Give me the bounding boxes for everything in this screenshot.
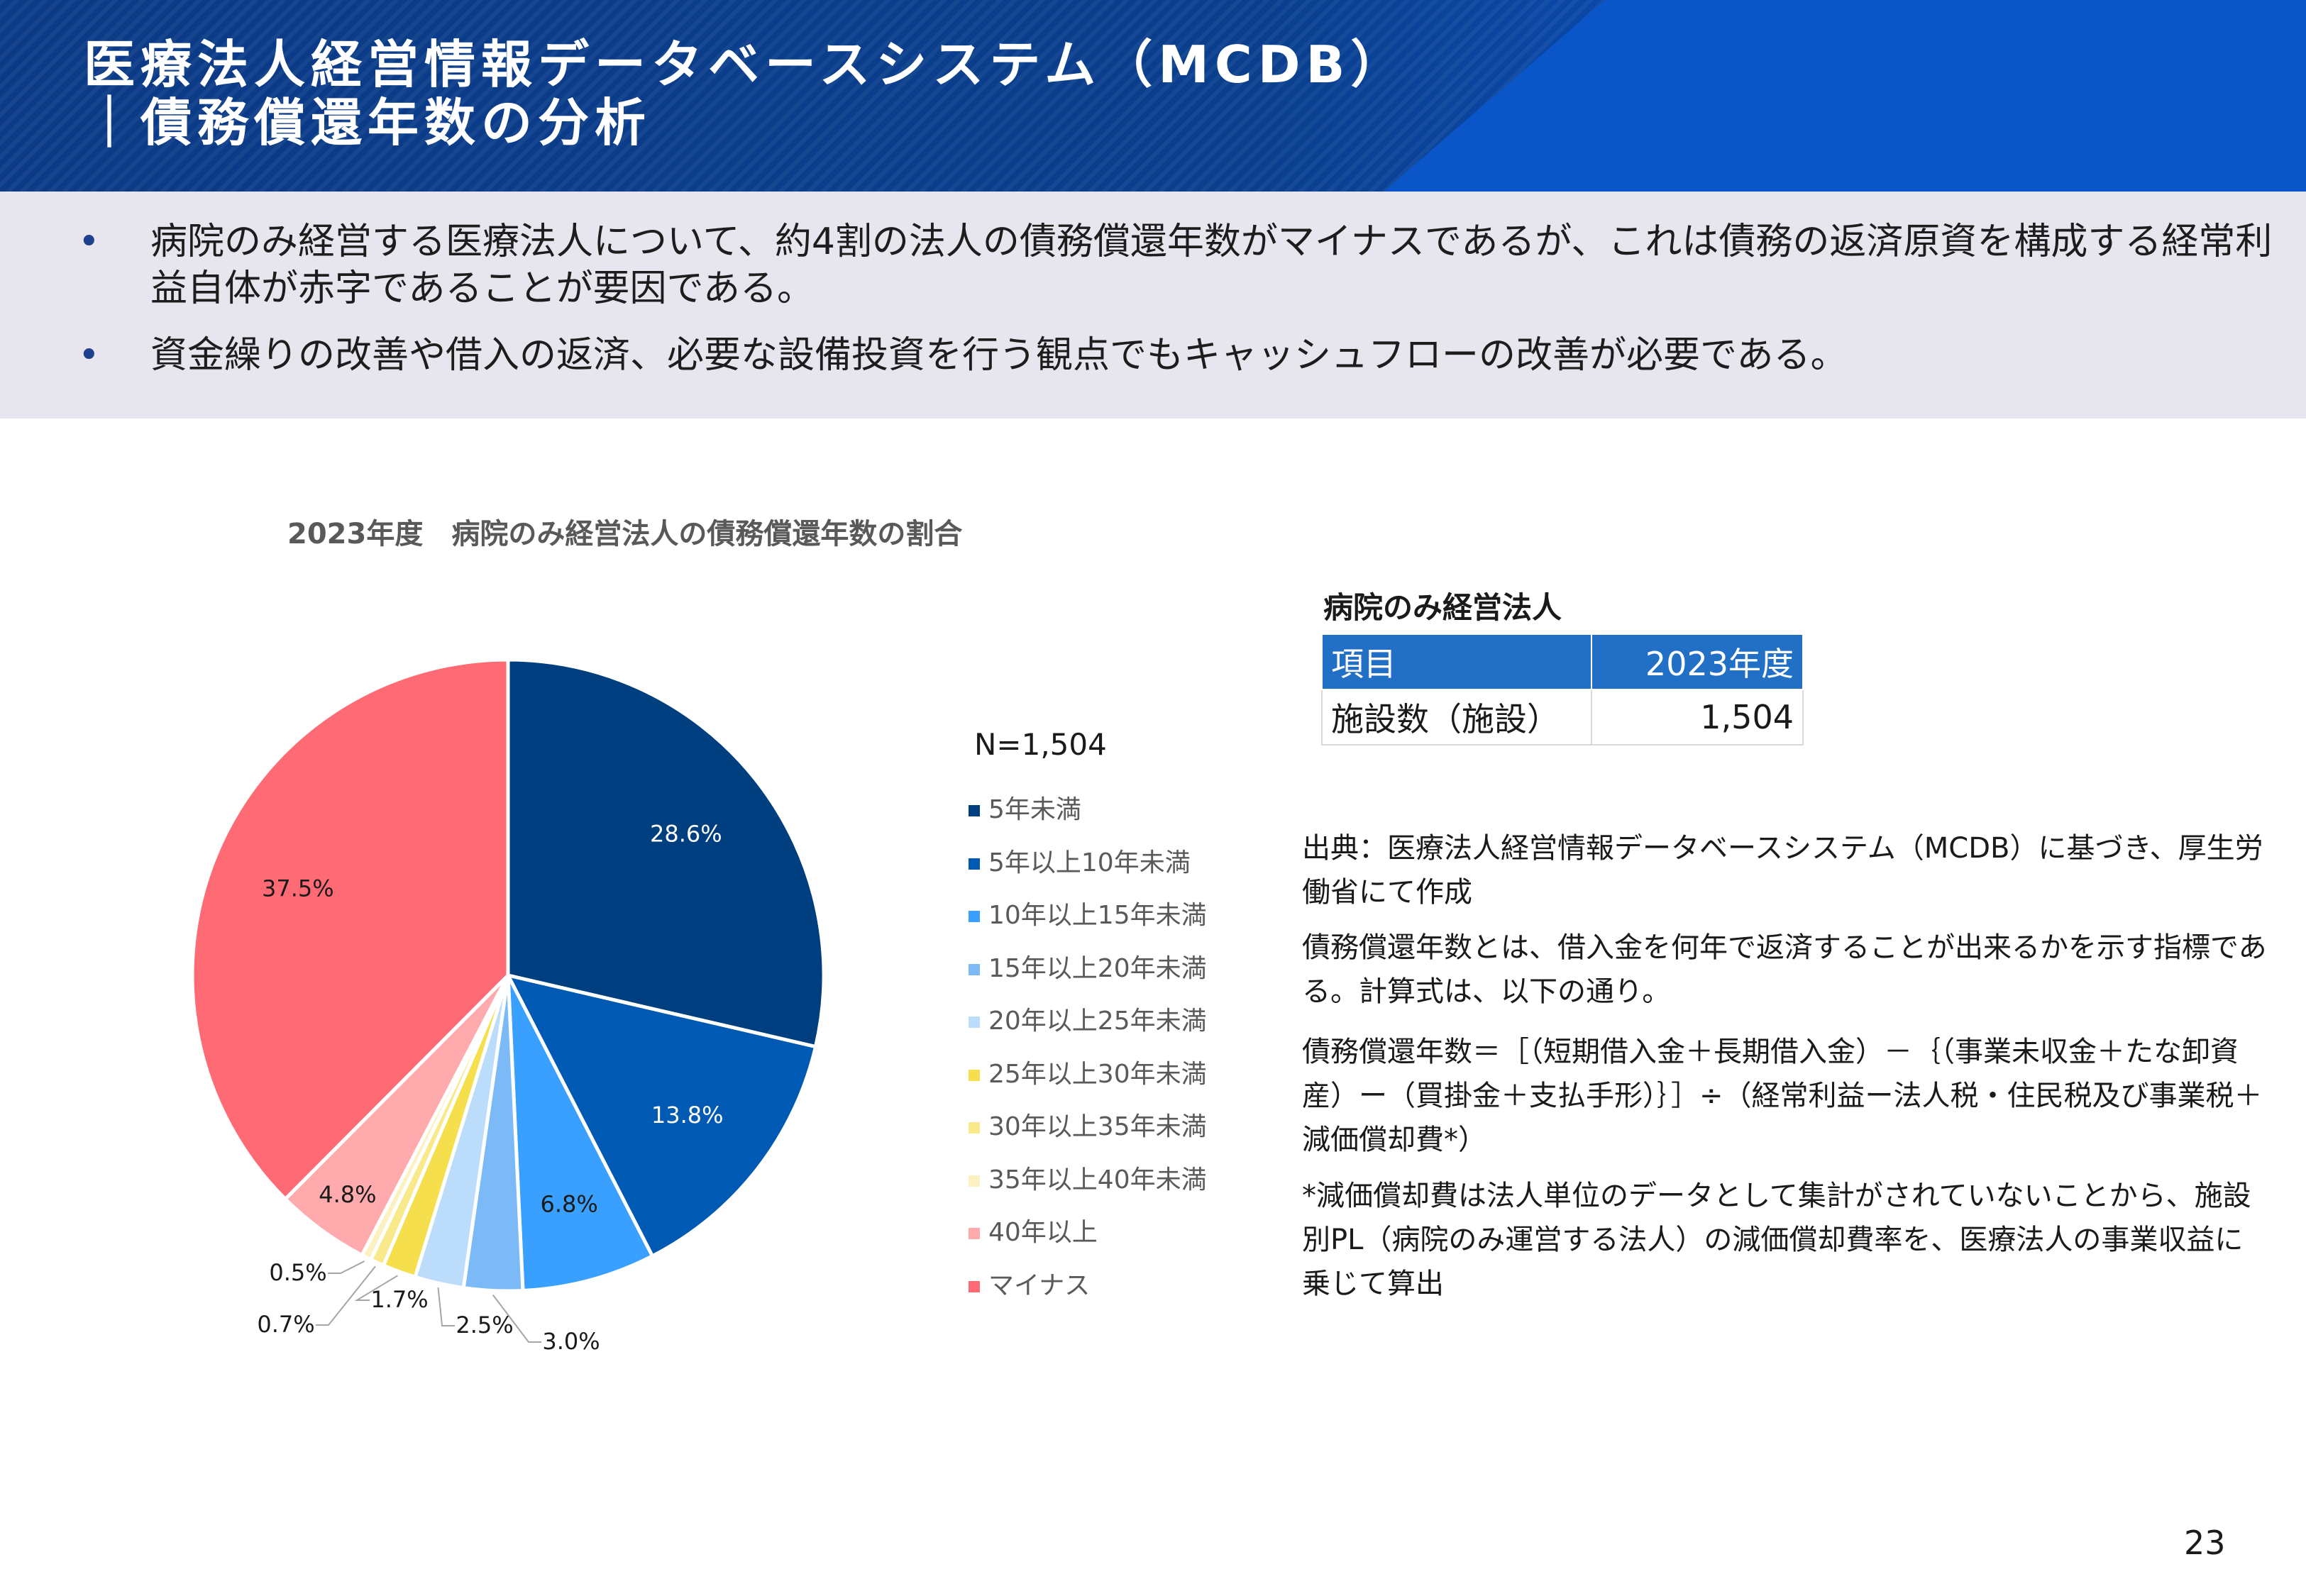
legend-label: マイナス — [988, 1270, 1091, 1300]
legend-item: 20年以上25年未満 — [969, 1000, 1207, 1037]
legend-label: 10年以上15年未満 — [988, 901, 1207, 930]
table-caption: 病院のみ経営法人 — [1323, 590, 1562, 625]
legend-label: 25年以上30年未満 — [988, 1059, 1207, 1089]
pie-data-label: 3.0% — [542, 1328, 600, 1355]
legend-swatch — [969, 858, 980, 870]
pie-slice — [504, 972, 818, 1259]
table-cell-value: 1,504 — [1591, 689, 1804, 746]
pie-slice — [190, 658, 510, 1202]
legend-item: 30年以上35年未満 — [969, 1106, 1207, 1143]
pie-data-label: 1.7% — [370, 1286, 428, 1313]
legend-item: 5年未満 — [969, 789, 1081, 826]
sample-size-label: N=1,504 — [974, 727, 1107, 762]
pie-data-label: 0.7% — [257, 1311, 314, 1338]
legend-swatch — [969, 1175, 980, 1187]
pie-data-label: 28.6% — [650, 821, 722, 848]
pie-slice — [506, 658, 826, 1049]
legend-item: マイナス — [969, 1265, 1090, 1302]
legend-item: 40年以上 — [969, 1212, 1098, 1248]
legend-item: 35年以上40年未満 — [969, 1159, 1207, 1196]
legend-swatch — [969, 805, 980, 816]
pie-chart: 28.6% 13.8% 6.8% 3.0% 2.5% 1.7% 0.7% 0.5% 4.8% 37… — [190, 658, 826, 1355]
legend-swatch — [969, 1016, 980, 1028]
legend-label: 20年以上25年未満 — [988, 1007, 1207, 1036]
table-header-year: 2023年度 — [1591, 633, 1804, 690]
page-title-line1: 医療法人経営情報データベースシステム（MCDB） — [84, 35, 1408, 94]
pie-leader-line — [437, 1287, 455, 1326]
pie-data-label: 0.5% — [269, 1259, 326, 1286]
pie-leader-line — [328, 1260, 365, 1274]
legend-label: 5年未満 — [988, 795, 1081, 824]
chart-title: 2023年度 病院のみ経営法人の債務償還年数の割合 — [287, 518, 963, 550]
legend-swatch — [969, 1280, 980, 1292]
pie-data-label: 13.8% — [651, 1102, 724, 1129]
legend-label: 15年以上20年未満 — [988, 953, 1207, 983]
legend-label: 35年以上40年未満 — [988, 1165, 1207, 1195]
legend-label: 5年以上10年未満 — [988, 848, 1191, 877]
page-title: 医療法人経営情報データベースシステム（MCDB） ｜債務償還年数の分析 — [84, 35, 1407, 152]
pie-leader-line — [354, 1275, 398, 1301]
pie-leader-line — [492, 1294, 541, 1343]
bullet-marker: • — [78, 334, 100, 377]
pie-leader-line — [316, 1265, 376, 1326]
page-number: 23 — [2184, 1524, 2226, 1562]
table-header-row: 項目 2023年度 — [1321, 633, 1804, 690]
pie-data-label: 4.8% — [319, 1181, 376, 1208]
legend-swatch — [969, 1069, 980, 1081]
pie-data-label: 2.5% — [456, 1312, 513, 1339]
legend-swatch — [969, 963, 980, 975]
legend-swatch — [969, 1122, 980, 1134]
pie-data-label: 37.5% — [262, 875, 334, 902]
definition-note: 債務償還年数とは、借入金を何年で返済することが出来るかを示す指標である。計算式は… — [1302, 931, 2267, 1008]
table-cell-label: 施設数（施設） — [1321, 689, 1592, 746]
formula-note: 債務償還年数＝［（短期借入金＋長期借入金）－｛（事業未収金＋たな卸資産）ー（買掛… — [1302, 1036, 2263, 1156]
footnote: *減価償却費は法人単位のデータとして集計がされていないことから、施設別PL（病院… — [1302, 1180, 2251, 1300]
legend-swatch — [969, 1228, 980, 1239]
header-banner: 医療法人経営情報データベースシステム（MCDB） ｜債務償還年数の分析 — [0, 0, 2306, 192]
legend-item: 15年以上20年未満 — [969, 948, 1207, 985]
legend-label: 40年以上 — [988, 1218, 1098, 1247]
page-title-line2: ｜債務償還年数の分析 — [84, 93, 652, 153]
legend-item: 5年以上10年未満 — [969, 842, 1191, 879]
pie-slice — [506, 974, 655, 1293]
facility-count-table: 項目 2023年度 施設数（施設） 1,504 — [1321, 633, 1804, 746]
summary-panel: • 病院のみ経営する医療法人について、約4割の法人の債務償還年数がマイナスである… — [0, 192, 2306, 419]
legend-item: 25年以上30年未満 — [969, 1053, 1207, 1090]
summary-bullet-text: 資金繰りの改善や借入の返済、必要な設備投資を行う観点でもキャッシュフローの改善が… — [150, 334, 1848, 377]
table-header-item: 項目 — [1321, 633, 1592, 690]
legend-item: 10年以上15年未満 — [969, 894, 1207, 931]
pie-data-label: 6.8% — [540, 1190, 597, 1217]
bullet-marker: • — [78, 221, 100, 263]
source-note: 出典：医療法人経営情報データベースシステム（MCDB）に基づき、厚生労働省にて作… — [1302, 832, 2263, 909]
legend-label: 30年以上35年未満 — [988, 1112, 1207, 1141]
summary-bullet-text: 病院のみ経営する医療法人について、約4割の法人の債務償還年数がマイナスであるが、… — [150, 221, 2273, 310]
legend-swatch — [969, 911, 980, 922]
table-row: 施設数（施設） 1,504 — [1321, 689, 1804, 746]
